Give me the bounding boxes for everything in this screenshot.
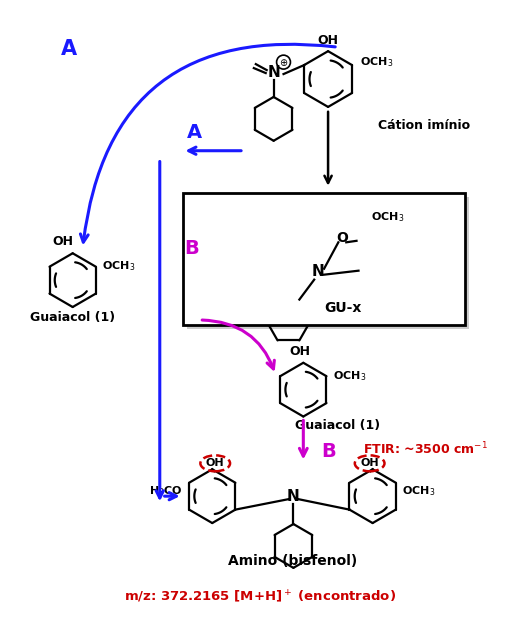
Text: OCH$_3$: OCH$_3$ — [103, 260, 135, 273]
Text: H$_3$CO: H$_3$CO — [149, 484, 183, 498]
Text: Cátion imínio: Cátion imínio — [378, 119, 470, 132]
Text: N: N — [267, 64, 280, 80]
Text: $\oplus$: $\oplus$ — [279, 57, 288, 67]
Text: OCH$_3$: OCH$_3$ — [371, 210, 404, 224]
Text: m/z: 372.2165 [M+H]$^+$ (encontrado): m/z: 372.2165 [M+H]$^+$ (encontrado) — [124, 588, 396, 605]
Text: OH: OH — [360, 458, 379, 469]
Text: Guaiacol (1): Guaiacol (1) — [295, 419, 381, 432]
Text: Guaiacol (1): Guaiacol (1) — [30, 311, 115, 324]
Text: OH: OH — [52, 235, 73, 248]
Text: OH: OH — [206, 458, 224, 469]
Text: OCH$_3$: OCH$_3$ — [402, 484, 436, 498]
Text: N: N — [287, 489, 300, 504]
Text: Amino (bisfenol): Amino (bisfenol) — [228, 554, 357, 568]
Text: GU-x: GU-x — [325, 301, 362, 315]
Text: A: A — [61, 39, 77, 59]
Text: OCH$_3$: OCH$_3$ — [360, 56, 393, 69]
Text: OH: OH — [290, 345, 311, 358]
Text: O: O — [336, 232, 348, 245]
Bar — [183, 193, 464, 325]
Text: FTIR: ~3500 cm$^{-1}$: FTIR: ~3500 cm$^{-1}$ — [363, 441, 487, 457]
Bar — [187, 197, 469, 329]
Text: A: A — [187, 124, 202, 142]
Text: B: B — [321, 442, 336, 461]
Text: OH: OH — [317, 34, 338, 47]
Text: N: N — [312, 264, 325, 279]
Text: OCH$_3$: OCH$_3$ — [333, 369, 366, 383]
Text: B: B — [184, 239, 199, 258]
